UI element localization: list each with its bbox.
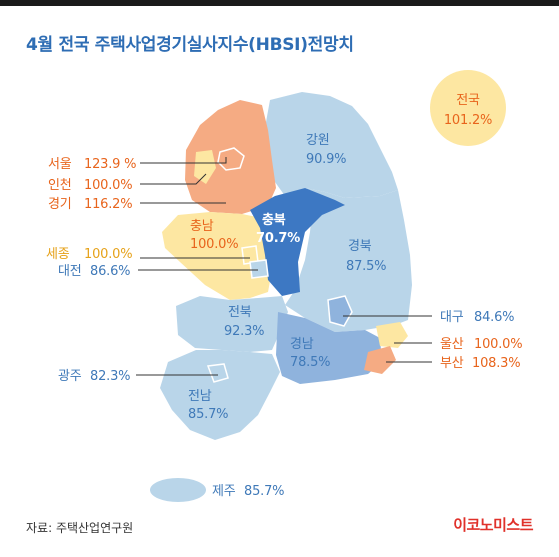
region-incheon — [194, 150, 216, 184]
label-sejong-name: 세종 — [46, 247, 70, 262]
label-seoul-name: 서울 — [48, 157, 72, 172]
region-daejeon — [249, 259, 269, 279]
leader-seoul — [140, 157, 227, 164]
region-daegu — [327, 295, 353, 327]
label-gyeonggi-value: 116.2% — [84, 197, 132, 212]
label-ulsan-name: 울산 — [440, 337, 464, 352]
label-busan-name: 부산 — [440, 356, 464, 371]
source-note: 자료: 주택산업연구원 — [26, 521, 134, 535]
region-chungbuk — [250, 188, 345, 296]
label-daegu-value: 84.6% — [474, 310, 514, 325]
region-gangwon — [266, 92, 398, 198]
label-jeonnam-name: 전남 — [188, 389, 212, 404]
region-chungnam — [162, 212, 272, 300]
label-jeonnam-value: 85.7% — [188, 407, 228, 422]
label-chungbuk-value: 70.7% — [256, 231, 300, 246]
region-gyeongnam — [276, 312, 382, 384]
brand-logo: 이코노미스트 — [453, 516, 533, 534]
label-gyeongbuk-name: 경북 — [348, 239, 372, 254]
region-gyeongbuk — [285, 188, 412, 332]
label-sejong-value: 100.0% — [84, 247, 132, 262]
national-name: 전국 — [456, 93, 480, 108]
top-bar — [0, 0, 559, 6]
leader-incheon — [140, 173, 207, 185]
label-gangwon-name: 강원 — [306, 133, 330, 148]
label-ulsan-value: 100.0% — [474, 337, 522, 352]
label-gwangju-value: 82.3% — [90, 369, 130, 384]
map-title: 4월 전국 주택사업경기실사지수(HBSI)전망치 — [26, 35, 354, 55]
label-seoul-value: 123.9 % — [84, 157, 136, 172]
national-circle — [430, 70, 506, 146]
label-daejeon-name: 대전 — [58, 264, 82, 279]
region-jeonnam — [160, 350, 280, 440]
label-gangwon-value: 90.9% — [306, 152, 346, 167]
label-chungbuk-name: 충북 — [262, 212, 286, 228]
label-daejeon-value: 86.6% — [90, 264, 130, 279]
label-gyeonggi-name: 경기 — [48, 197, 72, 212]
label-gyeongnam-value: 78.5% — [290, 355, 330, 370]
label-gyeongbuk-value: 87.5% — [346, 259, 386, 274]
label-incheon-value: 100.0% — [84, 178, 132, 193]
region-ulsan — [376, 322, 408, 348]
label-daegu-name: 대구 — [440, 310, 464, 325]
label-jeonbuk-name: 전북 — [228, 305, 252, 320]
national-value: 101.2% — [444, 113, 492, 128]
label-incheon-name: 인천 — [48, 178, 72, 193]
region-seoul — [217, 147, 245, 171]
region-jeonbuk — [176, 296, 288, 352]
label-jeonbuk-value: 92.3% — [224, 324, 264, 339]
label-jeju-name: 제주 — [212, 484, 236, 499]
label-chungnam-name: 충남 — [190, 219, 214, 234]
label-busan-value: 108.3% — [472, 356, 520, 371]
region-jeju — [150, 478, 206, 502]
label-gwangju-name: 광주 — [58, 369, 82, 384]
region-busan — [364, 346, 396, 374]
label-chungnam-value: 100.0% — [190, 237, 238, 252]
label-jeju-value: 85.7% — [244, 484, 284, 499]
label-gyeongnam-name: 경남 — [290, 337, 314, 352]
region-gwangju — [206, 363, 229, 383]
